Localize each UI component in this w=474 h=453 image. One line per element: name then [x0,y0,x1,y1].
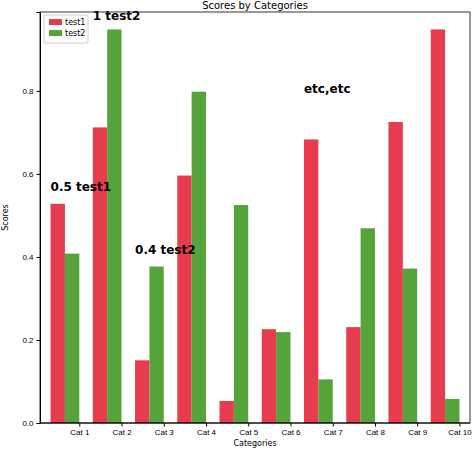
x-tick-mark [459,423,460,427]
y-tick-mark [37,174,41,175]
x-tick: Cat 4 [197,423,217,437]
x-tick: Cat 5 [239,423,259,437]
x-tick-label: Cat 10 [448,428,472,437]
x-tick-label: Cat 4 [197,428,217,437]
bar [135,360,149,423]
y-tick-label: 0.2 [22,336,34,345]
x-tick: Cat 9 [408,423,428,437]
x-tick-mark [206,423,207,427]
annotations: 0.5 test1 1 test2 0.4 test2 etc,etc [51,9,351,257]
x-tick: Cat 6 [281,423,301,437]
bar [276,332,290,423]
bar [51,204,65,423]
legend-label: test1 [65,18,85,27]
x-tick-label: Cat 1 [70,428,90,437]
x-tick: Cat 2 [112,423,132,437]
x-tick: Cat 7 [324,423,344,437]
x-tick-mark [164,423,165,427]
legend-swatch [49,19,62,25]
bar [445,399,459,423]
y-axis-line [37,13,41,424]
series-1 [65,29,460,423]
bar [318,379,332,423]
x-tick-label: Cat 6 [281,428,301,437]
y-tick-label: 0.8 [22,87,34,96]
chart: 0.0 0.2 0.4 0.6 0.8 Cat 1 Cat 2 Cat 3 Cat 4 Cat 5… [0,0,474,453]
bar [403,269,417,423]
y-tick: 0.0 [22,419,40,428]
y-tick-mark [37,340,41,341]
x-tick-label: Cat 7 [324,428,344,437]
y-tick-label: 0.4 [22,253,34,262]
x-tick-label: Cat 5 [239,428,259,437]
x-tick-label: Cat 3 [155,428,175,437]
x-tick-mark [248,423,249,427]
annotation: 0.4 test2 [135,243,196,257]
y-axis: 0.0 0.2 0.4 0.6 0.8 [22,13,40,429]
x-axis-title: Categories [233,439,276,448]
series-0 [51,29,446,423]
bar [149,266,163,423]
y-tick-mark [37,91,41,92]
bar [431,29,445,423]
x-tick-label: Cat 2 [112,428,132,437]
annotation: 1 test2 [93,9,141,23]
bar [107,29,121,423]
annotation: etc,etc [304,82,351,96]
x-tick-mark [375,423,376,427]
x-tick: Cat 10 [448,423,472,437]
bar [262,329,276,423]
y-tick: 0.4 [22,253,40,262]
annotation: 0.5 test1 [51,180,112,194]
legend: test1 test2 [44,15,88,43]
x-tick-label: Cat 9 [408,428,428,437]
x-axis: Cat 1 Cat 2 Cat 3 Cat 4 Cat 5 Cat 6 Cat 7 Cat 8… [40,423,472,437]
y-tick-label: 0.0 [22,419,34,428]
x-tick-mark [333,423,334,427]
bar [361,228,375,423]
legend-swatch [49,30,62,36]
title: Scores by Categories [202,0,308,11]
y-tick: 0.6 [22,170,40,179]
y-tick: 0.8 [22,87,40,96]
bar [177,176,191,423]
legend-box [44,15,88,43]
x-tick-mark [290,423,291,427]
x-tick-mark [79,423,80,427]
x-tick-label: Cat 8 [366,428,386,437]
y-tick-label: 0.6 [22,170,34,179]
plot-frame [40,12,470,423]
y-axis-title: Scores [1,204,10,231]
x-tick: Cat 1 [70,423,90,437]
y-tick: 0.2 [22,336,40,345]
x-tick: Cat 8 [366,423,386,437]
x-axis-line [40,423,470,424]
bar [93,127,107,423]
y-tick-mark [37,423,41,424]
x-tick: Cat 3 [155,423,175,437]
y-tick-mark [37,257,41,258]
x-tick-mark [417,423,418,427]
x-tick-mark [122,423,123,427]
bar [220,401,234,423]
bar [304,139,318,423]
bars [51,29,460,423]
bar [65,254,79,423]
bar [234,205,248,423]
legend-label: test2 [65,29,85,38]
bar [346,327,360,423]
bar [388,122,402,423]
